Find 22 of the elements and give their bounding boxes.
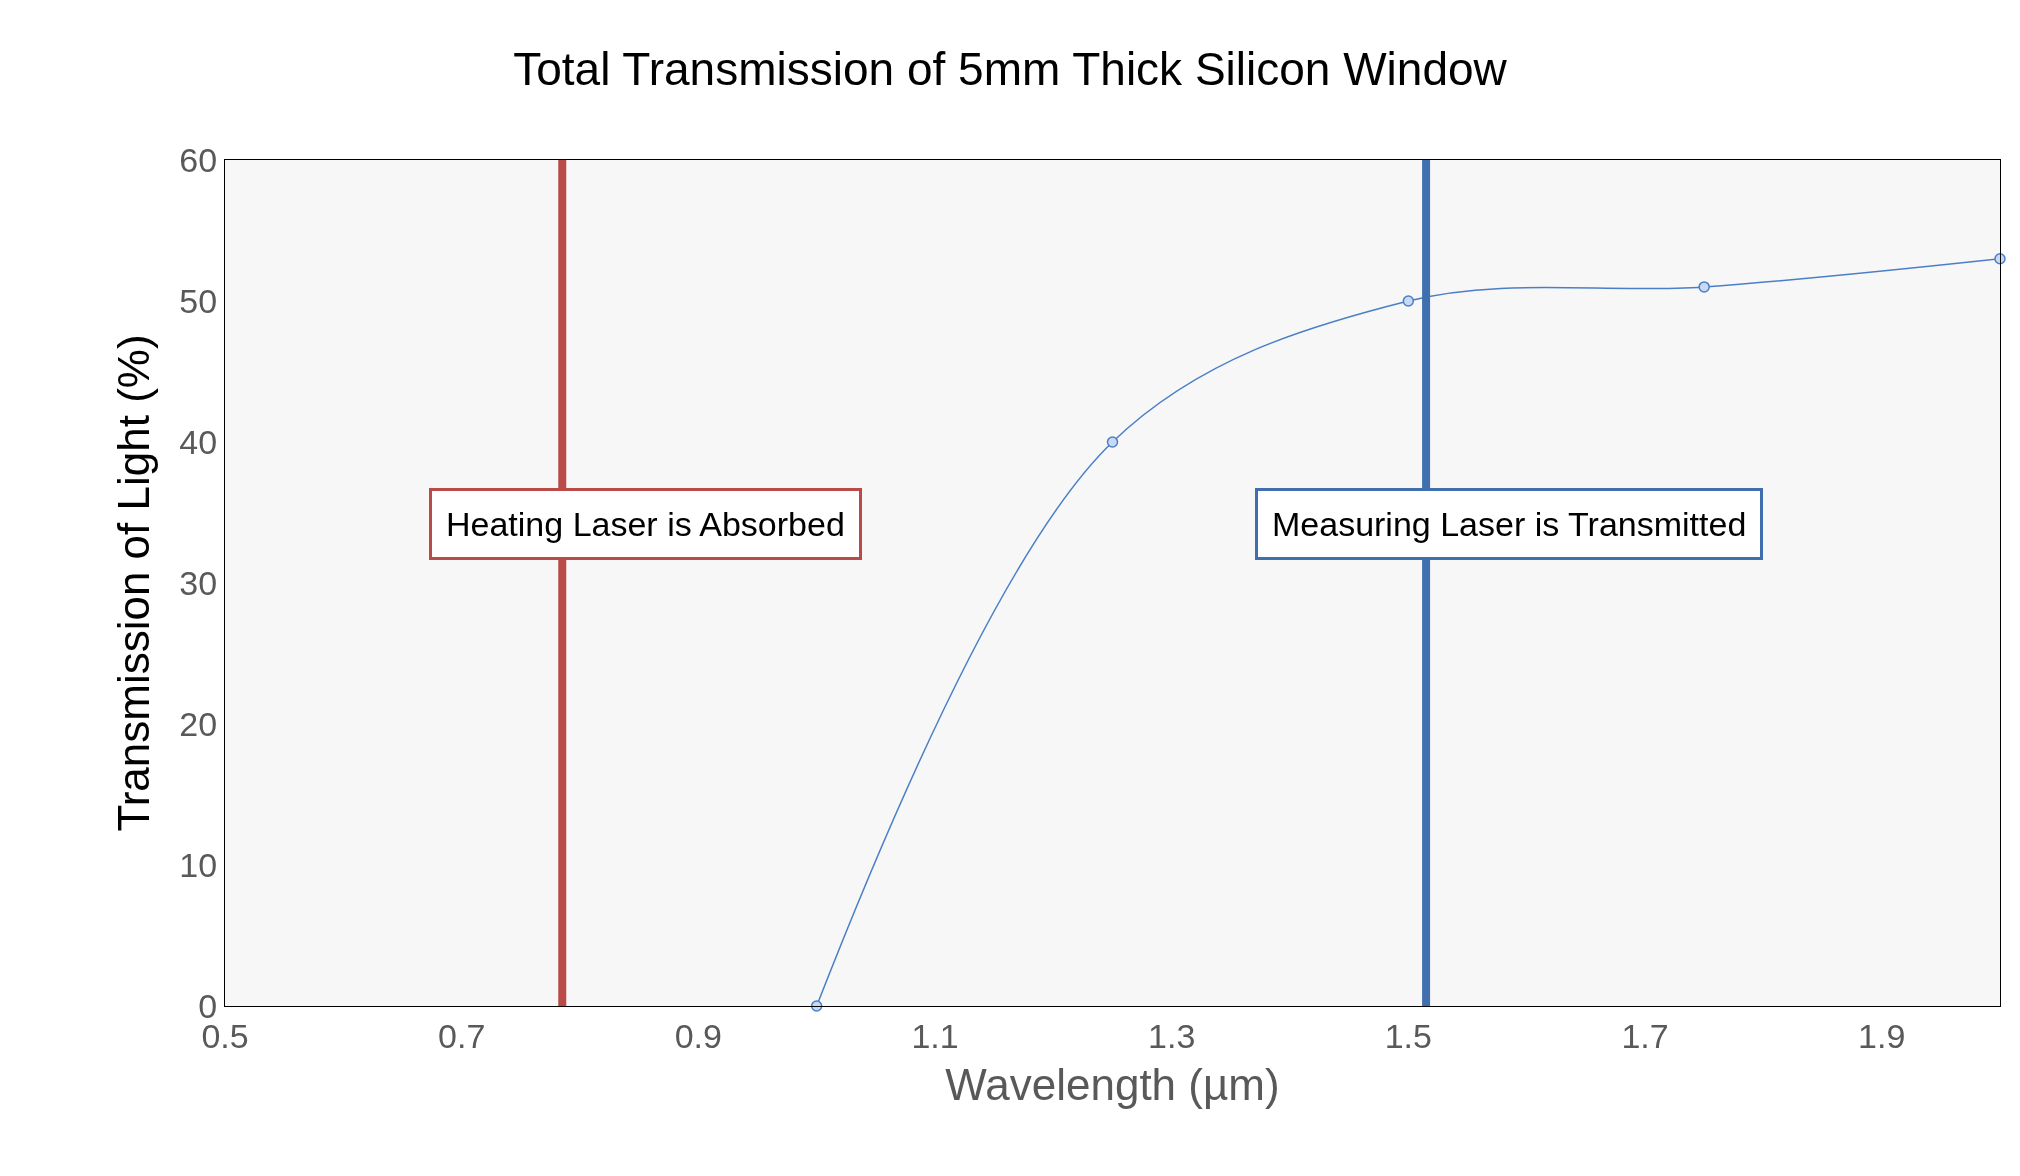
x-tick-label: 1.7 xyxy=(1621,1016,1669,1055)
y-axis-title: Transmission of Light (%) xyxy=(109,334,159,832)
y-tick-label: 60 xyxy=(179,140,218,179)
point xyxy=(1106,436,1119,448)
point xyxy=(1402,295,1415,307)
x-tick-label: 0.9 xyxy=(674,1016,722,1055)
y-tick-label: 30 xyxy=(179,563,218,602)
y-tick-label: 10 xyxy=(179,845,218,884)
chart-title: Total Transmission of 5mm Thick Silicon Window xyxy=(513,43,1508,96)
point xyxy=(1698,281,1710,293)
x-tick-label: 1.1 xyxy=(911,1016,959,1055)
x-tick-label: 1.3 xyxy=(1148,1016,1196,1055)
ref-line-label: Measuring Laser is Transmitted xyxy=(1272,505,1747,543)
x-axis-title: Wavelength (µm) xyxy=(945,1060,1280,1110)
ref-line-label: Heating Laser is Absorbed xyxy=(446,505,845,543)
y-tick-label: 0 xyxy=(198,986,218,1025)
y-tick-label: 20 xyxy=(179,704,218,743)
y-tick-label: 50 xyxy=(179,281,218,320)
x-tick-label: 1.5 xyxy=(1384,1016,1432,1055)
y-tick-label: 40 xyxy=(179,422,218,461)
x-tick-label: 1.9 xyxy=(1858,1016,1906,1055)
x-tick-label: 0.7 xyxy=(438,1016,486,1055)
